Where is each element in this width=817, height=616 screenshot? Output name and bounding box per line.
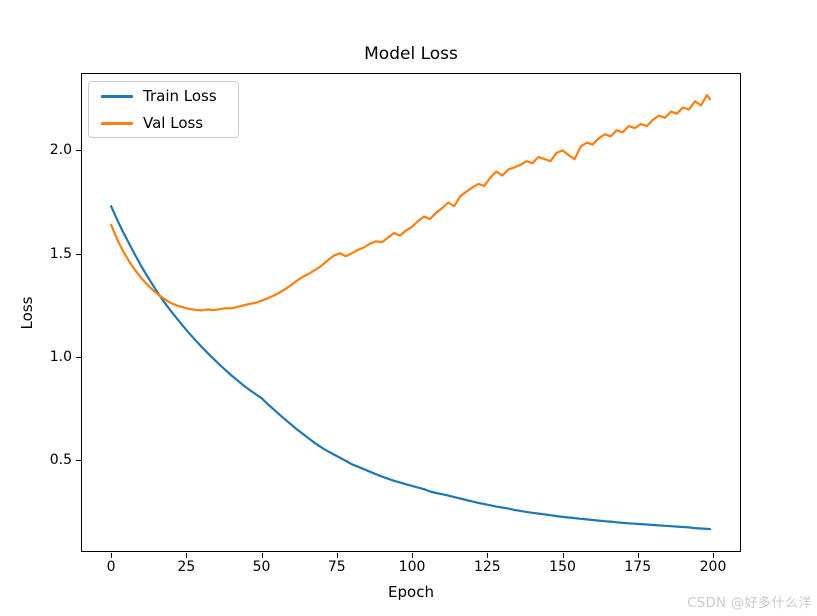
- x-tick-label: 200: [699, 559, 727, 575]
- x-tick-label: 25: [177, 559, 196, 575]
- legend-item-val-loss: Val Loss: [101, 114, 238, 132]
- y-tick-label: 1.0: [49, 348, 72, 365]
- plot-border: [81, 73, 741, 552]
- tick-marks: [76, 150, 714, 558]
- x-tick-label: 0: [106, 559, 116, 575]
- legend-label-val-loss: Val Loss: [143, 114, 204, 132]
- y-tick-label: 2.0: [49, 142, 72, 159]
- x-tick-label: 175: [624, 559, 652, 575]
- x-tick-label: 75: [327, 559, 346, 575]
- x-tick-label: 50: [252, 559, 271, 575]
- x-tick-label: 100: [398, 559, 426, 575]
- legend: Train Loss Val Loss: [88, 81, 239, 138]
- legend-item-train-loss: Train Loss: [101, 87, 238, 105]
- series-lines: [109, 93, 712, 531]
- watermark: CSDN @好多什么洋: [687, 596, 812, 611]
- train-loss-line-swatch: [101, 94, 133, 98]
- x-tick-label: 125: [473, 559, 501, 575]
- val-loss-line-swatch: [101, 121, 133, 125]
- legend-label-train-loss: Train Loss: [143, 87, 217, 105]
- y-tick-label: 0.5: [49, 452, 72, 469]
- y-axis-label: Loss: [18, 296, 36, 330]
- val-loss-line: [109, 93, 712, 312]
- y-tick-label: 1.5: [49, 245, 72, 262]
- train-loss-line: [109, 205, 712, 531]
- x-tick-label: 150: [549, 559, 576, 575]
- chart-title: Model Loss: [364, 44, 458, 64]
- x-axis-label: Epoch: [388, 583, 434, 601]
